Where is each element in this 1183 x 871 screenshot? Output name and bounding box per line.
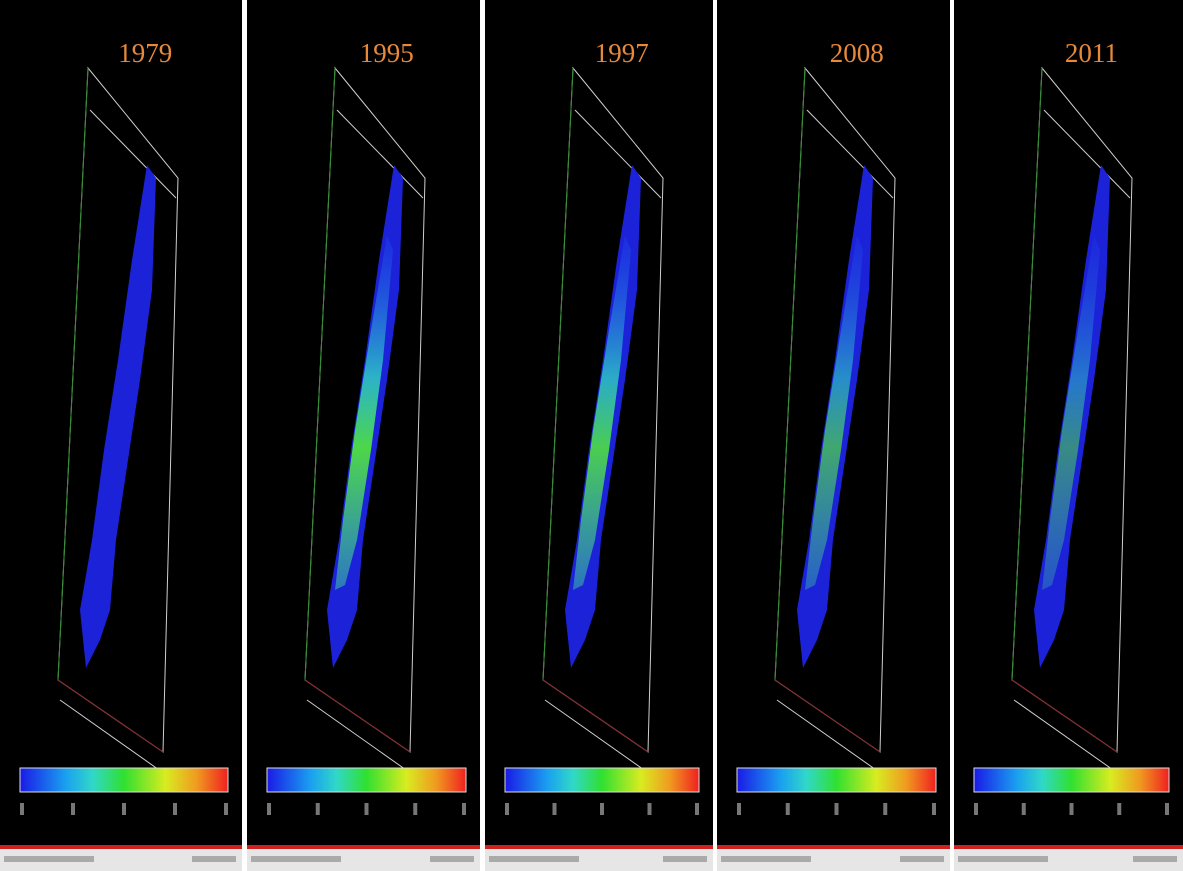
status-text — [430, 856, 474, 862]
status-line — [247, 845, 480, 849]
status-text — [251, 856, 341, 862]
colorbar — [504, 767, 700, 793]
colorbar-tick — [695, 803, 699, 815]
bounding-box-edge — [544, 699, 648, 773]
panel: 2011 — [954, 0, 1183, 871]
colorbar-tick — [462, 803, 466, 815]
panel-title: 2008 — [830, 38, 884, 68]
axis-line — [57, 67, 89, 681]
bounding-box-edge — [776, 699, 880, 773]
volume-highlight — [573, 235, 631, 590]
panel: 2008 — [717, 0, 950, 871]
colorbar-tick — [1117, 803, 1122, 815]
panel: 1997 — [485, 0, 713, 871]
volume-highlight — [805, 235, 863, 590]
colorbar-tick — [552, 803, 557, 815]
colorbar-tick — [122, 803, 126, 815]
status-line — [485, 845, 713, 849]
bounding-box-edge — [806, 109, 894, 199]
colorbar — [736, 767, 937, 793]
axis-line — [304, 679, 411, 753]
status-text — [663, 856, 707, 862]
colorbar-tick — [834, 803, 839, 815]
bounding-box-edge — [1013, 699, 1117, 773]
colorbar-tick — [974, 803, 978, 815]
colorbar-tick — [71, 803, 75, 815]
colorbar-tick — [224, 803, 228, 815]
colorbar-tick — [267, 803, 271, 815]
colorbar — [19, 767, 229, 793]
colorbar-tick — [785, 803, 790, 815]
axis-line — [542, 67, 574, 681]
panel-title: 1979 — [118, 38, 172, 68]
volume-highlight — [335, 235, 393, 590]
volume-highlight — [1042, 235, 1100, 590]
status-line — [954, 845, 1183, 849]
panel: 1995 — [247, 0, 480, 871]
status-text — [958, 856, 1048, 862]
panel-title: 1997 — [595, 38, 649, 68]
colorbar-tick — [173, 803, 177, 815]
status-text — [900, 856, 944, 862]
axis-line — [774, 679, 881, 753]
panel-title: 1995 — [360, 38, 414, 68]
axis-line — [774, 67, 806, 681]
colorbar — [266, 767, 467, 793]
status-text — [721, 856, 811, 862]
colorbar-tick — [737, 803, 741, 815]
colorbar-tick — [364, 803, 369, 815]
bounding-box-edge — [1043, 109, 1131, 199]
status-text — [1133, 856, 1177, 862]
colorbar-tick — [1165, 803, 1169, 815]
colorbar-tick — [20, 803, 24, 815]
bounding-box-edge — [59, 699, 163, 773]
bounding-box-edge — [306, 699, 410, 773]
status-text — [489, 856, 579, 862]
axis-line — [304, 67, 336, 681]
status-line — [717, 845, 950, 849]
colorbar-tick — [647, 803, 652, 815]
status-text — [4, 856, 94, 862]
status-line — [0, 845, 242, 849]
axis-line — [57, 679, 164, 753]
axis-line — [542, 679, 649, 753]
colorbar-tick — [413, 803, 418, 815]
colorbar-tick — [932, 803, 936, 815]
colorbar-tick — [315, 803, 320, 815]
bounding-box-edge — [336, 109, 424, 199]
colorbar — [973, 767, 1170, 793]
bounding-box-edge — [89, 109, 177, 199]
axis-line — [1011, 67, 1043, 681]
bounding-box-edge — [574, 109, 662, 199]
axis-line — [1011, 679, 1118, 753]
colorbar-tick — [883, 803, 888, 815]
colorbar-tick — [1021, 803, 1026, 815]
colorbar-tick — [1069, 803, 1074, 815]
colorbar-tick — [505, 803, 509, 815]
colorbar-tick — [600, 803, 604, 815]
volume — [80, 165, 156, 668]
panel-title: 2011 — [1065, 38, 1118, 68]
status-text — [192, 856, 236, 862]
panel: 1979 — [0, 0, 242, 871]
